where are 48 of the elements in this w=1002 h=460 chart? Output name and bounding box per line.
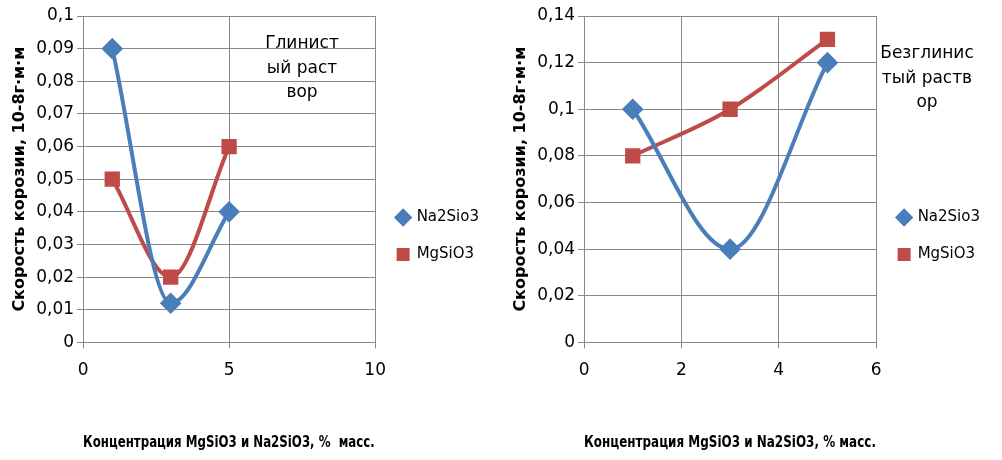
x-tick-label: 4 <box>773 359 785 380</box>
point <box>722 101 738 117</box>
y-axis-title: Скорость корозии, 10-8г·м·м <box>509 46 529 312</box>
point <box>819 31 836 47</box>
y-tick-label: 0,09 <box>36 37 75 58</box>
text: Безглинистый раствор <box>879 41 975 114</box>
point <box>104 171 120 187</box>
y-tick-label: 0,07 <box>36 102 75 123</box>
point <box>622 99 643 120</box>
y-tick-label: 0,14 <box>537 4 576 25</box>
y-tick-label: 0,01 <box>36 298 75 319</box>
y-tick-label: 0,06 <box>36 134 75 155</box>
y-tick-label: 0,02 <box>537 284 576 305</box>
point <box>817 52 838 73</box>
y-axis-title: Скорость корозии, 10-8г·м·м <box>8 46 28 312</box>
point <box>625 148 641 164</box>
x-tick-label: 5 <box>223 359 235 380</box>
legend-label: Na2Sio3 <box>416 207 480 226</box>
annotation: Глинистый раствор <box>264 31 340 104</box>
point <box>163 269 179 285</box>
y-tick-label: 0,02 <box>36 265 75 286</box>
y-tick-label: 0,1 <box>47 4 75 25</box>
x-axis-title: Концентрация MgSiO3 и Na2SiO3, % масс. <box>584 431 876 450</box>
y-tick-label: 0,06 <box>537 190 576 211</box>
point <box>160 293 181 314</box>
legend-label: Na2Sio3 <box>917 207 981 226</box>
y-tick-label: 0,1 <box>548 97 576 118</box>
x-tick-label: 2 <box>676 359 687 380</box>
y-tick-label: 0,12 <box>537 51 576 72</box>
y-tick-label: 0,03 <box>36 232 75 253</box>
x-tick-label: 0 <box>578 359 590 380</box>
y-tick-label: 0,04 <box>36 200 75 221</box>
y-tick-label: 0,04 <box>537 237 576 258</box>
y-tick-label: 0 <box>63 330 75 351</box>
point <box>720 239 741 260</box>
legend-label: MgSiO3 <box>917 244 976 263</box>
point <box>219 201 240 222</box>
x-tick-label: 6 <box>870 359 882 380</box>
point <box>102 38 123 59</box>
y-tick-label: 0 <box>564 330 576 351</box>
x-tick-label: 0 <box>77 359 89 380</box>
y-tick-label: 0,08 <box>537 144 576 165</box>
point <box>221 138 237 155</box>
x-tick-label: 10 <box>364 359 386 380</box>
legend-label: MgSiO3 <box>416 244 475 263</box>
x-axis-title: Концентрация MgSiO3 и Na2SiO3, % масс. <box>83 431 375 450</box>
y-tick-label: 0,08 <box>36 69 75 90</box>
y-tick-label: 0,05 <box>36 167 75 188</box>
